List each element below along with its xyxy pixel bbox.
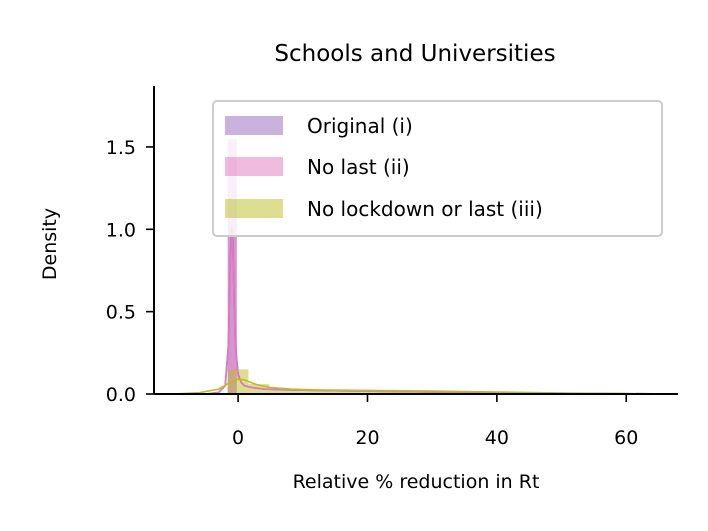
bar-s2-b3 (289, 389, 316, 394)
chart-title: Schools and Universities (274, 41, 555, 67)
legend-label-no-last: No last (ii) (307, 155, 410, 179)
legend-swatch-original (225, 116, 283, 135)
x-tick-label-1: 20 (355, 427, 379, 449)
kde-line-s1 (205, 234, 653, 395)
legend-swatch-no-lockdown (225, 199, 283, 218)
y-axis-label: Density (39, 208, 61, 280)
bar-s2-b4 (315, 390, 368, 394)
x-axis-label: Relative % reduction in Rt (293, 471, 540, 493)
x-ticks: 0 20 40 60 (232, 394, 638, 449)
legend: Original (i) No last (ii) No lockdown or… (212, 100, 663, 237)
bar-s1-b0 (227, 142, 237, 394)
legend-label-original: Original (i) (307, 114, 413, 138)
x-tick-label-2: 40 (485, 427, 509, 449)
kde-line-s2 (173, 378, 653, 395)
x-tick-label-0: 0 (232, 427, 244, 449)
kde-line-s0 (205, 225, 653, 395)
legend-frame (212, 100, 663, 237)
y-ticks: 0.0 0.5 1.0 1.5 (106, 137, 154, 406)
bar-s2-b5 (367, 391, 433, 394)
y-tick-label-2: 1.0 (106, 219, 136, 241)
x-tick-label-3: 60 (614, 427, 638, 449)
bar-s2-b0 (227, 369, 249, 394)
bar-s2-b2 (269, 388, 290, 394)
legend-swatch-no-last (225, 157, 283, 176)
y-tick-label-1: 0.5 (106, 302, 136, 324)
y-tick-label-0: 0.0 (106, 384, 136, 406)
legend-label-no-lockdown: No lockdown or last (iii) (307, 197, 543, 221)
y-tick-label-3: 1.5 (106, 137, 136, 159)
